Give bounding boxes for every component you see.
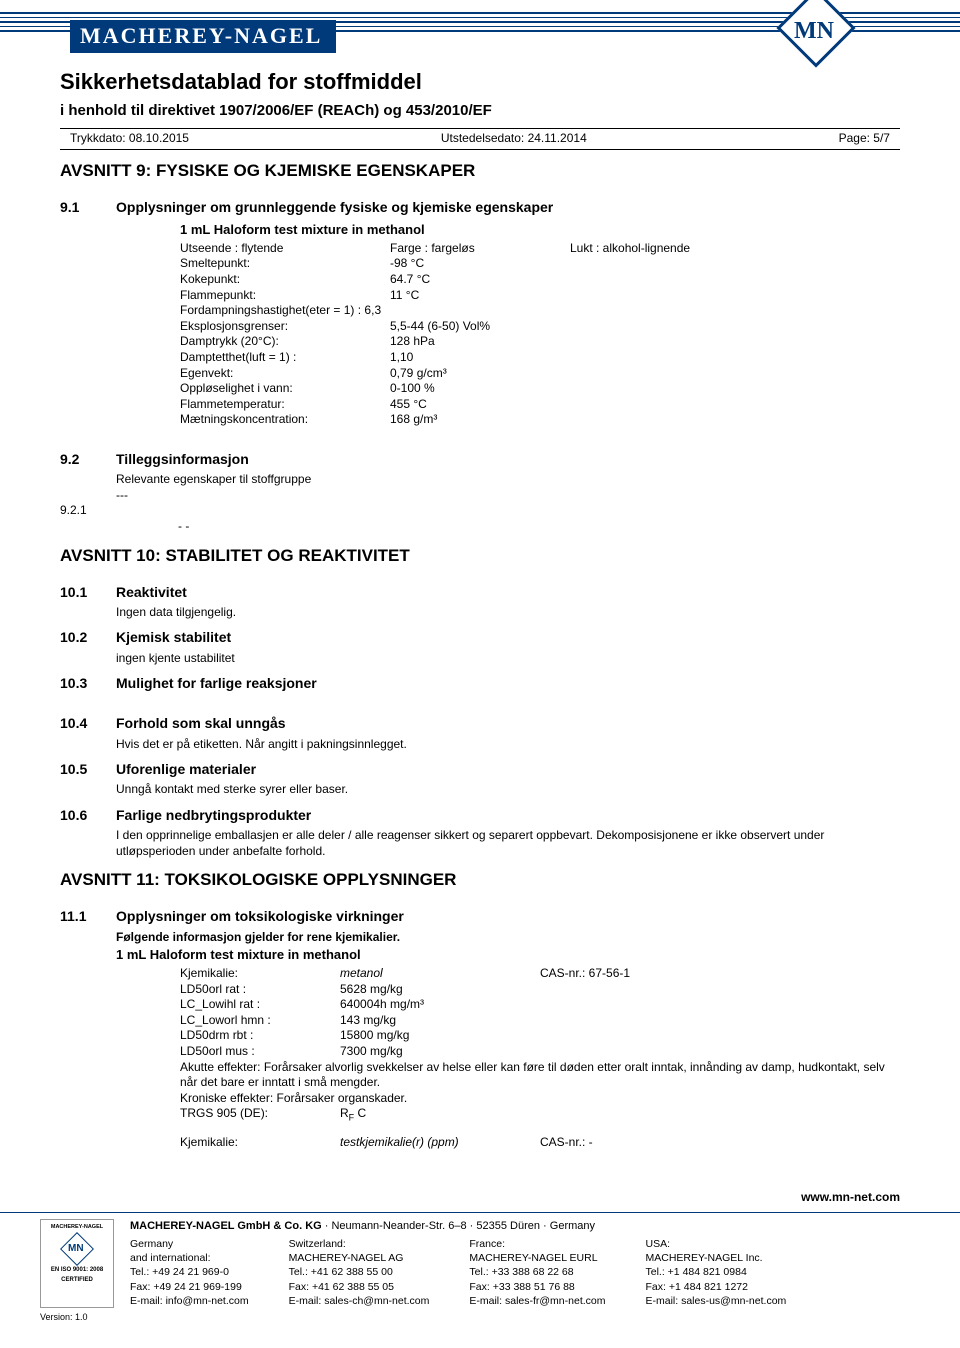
cert-badge: MACHEREY-NAGEL MN EN ISO 9001: 2008 CERT… xyxy=(40,1219,114,1308)
meta-row: Trykkdato: 08.10.2015 Utstedelsedato: 24… xyxy=(60,128,900,150)
tox-data-row: LD50orl rat :5628 mg/kg xyxy=(180,982,900,998)
tox-chemical-row: Kjemikalie: metanol CAS-nr.: 67-56-1 xyxy=(180,966,900,982)
property-row: Oppløselighet i vann:0-100 % xyxy=(180,381,900,397)
property-row: Smeltepunkt:-98 °C xyxy=(180,256,900,272)
subsection-9-1: 9.1 Opplysninger om grunnleggende fysisk… xyxy=(60,190,900,220)
tox-data-row: LD50drm rbt :15800 mg/kg xyxy=(180,1028,900,1044)
property-row: Damptetthet(luft = 1) :1,10 xyxy=(180,350,900,366)
property-row: Eksplosjonsgrenser:5,5-44 (6-50) Vol% xyxy=(180,319,900,335)
document-content: Sikkerhetsdatablad for stoffmiddel i hen… xyxy=(0,50,960,1160)
doc-subtitle: i henhold til direktivet 1907/2006/EF (R… xyxy=(60,101,900,121)
footer-company: MACHEREY-NAGEL GmbH & Co. KG · Neumann-N… xyxy=(130,1219,920,1233)
footer-column: Germanyand international:Tel.: +49 24 21… xyxy=(130,1237,249,1308)
tox-data-row: LC_Loworl hmn :143 mg/kg xyxy=(180,1013,900,1029)
property-row: Mætningskoncentration:168 g/m³ xyxy=(180,412,900,428)
appearance-row: Utseende : flytende Farge : fargeløs Luk… xyxy=(180,241,900,257)
property-row: Fordampningshastighet(eter = 1) : 6,3 xyxy=(180,303,900,319)
footer-column: USA:MACHEREY-NAGEL Inc.Tel.: +1 484 821 … xyxy=(646,1237,787,1308)
subsection-9-2: 9.2 Tilleggsinformasjon xyxy=(60,442,900,472)
property-row: Kokepunkt:64.7 °C xyxy=(180,272,900,288)
mixture-heading: 1 mL Haloform test mixture in methanol xyxy=(60,222,900,239)
tox-data-row: LD50orl mus :7300 mg/kg xyxy=(180,1044,900,1060)
subsection-9-2-1: 9.2.1 xyxy=(60,503,900,519)
print-date: Trykkdato: 08.10.2015 xyxy=(70,131,189,147)
property-row: Flammetemperatur:455 °C xyxy=(180,397,900,413)
footer: MACHEREY-NAGEL MN EN ISO 9001: 2008 CERT… xyxy=(0,1212,960,1308)
header: MACHEREY-NAGEL MN xyxy=(0,0,960,50)
version-label: Version: 1.0 xyxy=(0,1312,960,1324)
footer-url: www.mn-net.com xyxy=(0,1160,960,1212)
doc-title: Sikkerhetsdatablad for stoffmiddel xyxy=(60,68,900,97)
property-row: Flammepunkt:11 °C xyxy=(180,288,900,304)
footer-column: Switzerland:MACHEREY-NAGEL AGTel.: +41 6… xyxy=(289,1237,430,1308)
brand-name: MACHEREY-NAGEL xyxy=(70,20,336,53)
brand-logo: MN xyxy=(780,2,850,52)
tox-chemical-row-2: Kjemikalie: testkjemikalie(r) (ppm) CAS-… xyxy=(180,1135,900,1151)
section-11-title: AVSNITT 11: TOKSIKOLOGISKE OPPLYSNINGER xyxy=(60,869,900,891)
page-number: Page: 5/7 xyxy=(839,131,890,147)
section-10-title: AVSNITT 10: STABILITET OG REAKTIVITET xyxy=(60,545,900,567)
issue-date: Utstedelsedato: 24.11.2014 xyxy=(441,131,587,147)
section-9-title: AVSNITT 9: FYSISKE OG KJEMISKE EGENSKAPE… xyxy=(60,160,900,182)
footer-column: France:MACHEREY-NAGEL EURLTel.: +33 388 … xyxy=(469,1237,605,1308)
tox-data-row: LC_Lowihl rat :640004h mg/m³ xyxy=(180,997,900,1013)
property-row: Egenvekt:0,79 g/cm³ xyxy=(180,366,900,382)
property-row: Damptrykk (20°C):128 hPa xyxy=(180,334,900,350)
